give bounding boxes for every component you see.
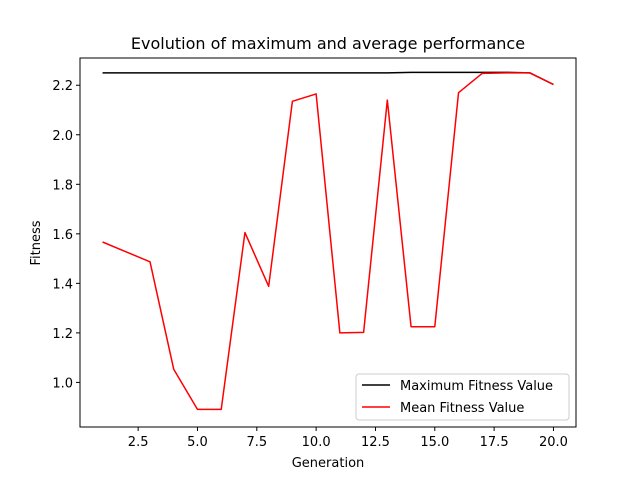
x-tick-label: 15.0 <box>420 435 449 450</box>
legend-label: Mean Fitness Value <box>400 401 524 416</box>
y-tick-label: 1.0 <box>52 376 73 391</box>
plot-area <box>79 57 577 428</box>
legend: Maximum Fitness Value Mean Fitness Value <box>355 373 570 421</box>
y-tick-label: 1.8 <box>52 178 73 193</box>
series-lines <box>102 71 554 411</box>
x-axis: 2.5 5.0 7.5 10.0 12.5 15.0 17.5 20.0 <box>128 427 568 450</box>
x-axis-label: Generation <box>292 456 365 471</box>
x-tick-label: 5.0 <box>187 435 208 450</box>
series-line-maximum-fitness <box>102 71 554 86</box>
x-tick-label: 17.5 <box>480 435 509 450</box>
x-tick-label: 7.5 <box>246 435 267 450</box>
y-tick-label: 2.2 <box>52 79 73 94</box>
series-line-mean-fitness <box>102 72 554 411</box>
x-tick-label: 20.0 <box>539 435 568 450</box>
y-axis-label: Fitness <box>29 220 44 265</box>
x-tick-label: 12.5 <box>361 435 390 450</box>
x-tick-label: 10.0 <box>302 435 331 450</box>
y-tick-label: 2.0 <box>52 129 73 144</box>
legend-label: Maximum Fitness Value <box>400 379 553 394</box>
legend-box <box>355 373 570 421</box>
plot-frame <box>79 57 577 428</box>
x-tick-label: 2.5 <box>128 435 149 450</box>
y-tick-label: 1.6 <box>52 228 73 243</box>
y-tick-label: 1.4 <box>52 277 73 292</box>
y-tick-label: 1.2 <box>52 327 73 342</box>
chart-title: Evolution of maximum and average perform… <box>131 34 525 53</box>
y-axis: 1.0 1.2 1.4 1.6 1.8 2.0 2.2 <box>52 79 80 391</box>
